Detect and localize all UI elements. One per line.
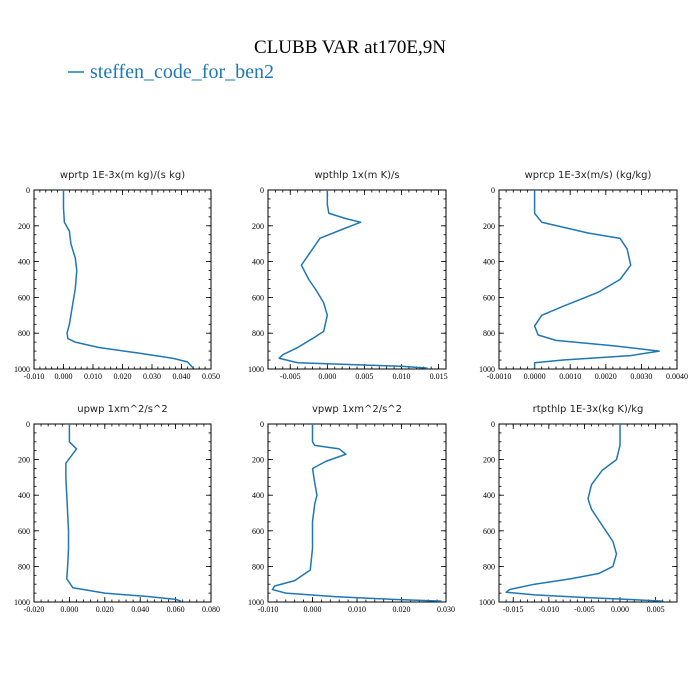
y-tick-label: 600 — [483, 293, 495, 302]
y-tick-label: 0 — [26, 186, 30, 195]
y-tick-label: 1000 — [14, 598, 30, 607]
series-line — [62, 190, 194, 369]
y-tick-label: 400 — [252, 491, 264, 500]
panel-title: upwp 1xm^2/s^2 — [77, 404, 167, 415]
panel-title: wprtp 1E-3x(m kg)/(s kg) — [60, 170, 185, 181]
x-tick-label: -0.005 — [574, 605, 595, 614]
y-tick-label: 200 — [252, 222, 264, 231]
x-tick-label: 0.005 — [647, 605, 665, 614]
y-tick-label: 800 — [483, 329, 495, 338]
x-tick-label: 0.000 — [55, 372, 73, 381]
plot-frame — [267, 423, 447, 603]
y-tick-label: 1000 — [248, 365, 264, 374]
y-tick-label: 600 — [483, 527, 495, 536]
y-tick-label: 800 — [252, 329, 264, 338]
y-tick-label: 200 — [252, 456, 264, 465]
panel-3: wprcp 1E-3x(m/s) (kg/kg) -0.0010 0.0000 0.0… — [479, 170, 688, 381]
y-tick-label: 200 — [18, 222, 30, 231]
x-tick-label: 0.060 — [167, 605, 185, 614]
x-tick-label: 0.000 — [611, 605, 629, 614]
y-tick-label: 800 — [483, 562, 495, 571]
panel-6: rtpthlp 1E-3x(kg K)/kg -0.015 -0.010 -0.005… — [479, 404, 678, 614]
x-tick-label: 0.0000 — [524, 372, 546, 381]
x-tick-label: 0.020 — [114, 372, 132, 381]
x-tick-label: -0.015 — [503, 605, 524, 614]
x-tick-label: 0.015 — [430, 372, 448, 381]
y-tick-label: 600 — [252, 527, 264, 536]
y-tick-label: 0 — [260, 420, 264, 429]
x-tick-label: 0.000 — [304, 605, 322, 614]
plot-frame — [498, 189, 678, 370]
panels: wprtp 1E-3x(m kg)/(s kg) -0.010 0.000 0.010… — [14, 170, 688, 614]
panel-title: vpwp 1xm^2/s^2 — [312, 404, 402, 415]
y-tick-label: 1000 — [479, 365, 495, 374]
x-tick-label: 0.0040 — [666, 372, 688, 381]
x-tick-label: -0.010 — [24, 372, 45, 381]
y-tick-label: 0 — [260, 186, 264, 195]
y-tick-label: 800 — [252, 562, 264, 571]
y-tick-label: 1000 — [14, 365, 30, 374]
y-tick-label: 400 — [18, 258, 30, 267]
y-tick-label: 400 — [483, 258, 495, 267]
x-tick-label: 0.030 — [143, 372, 161, 381]
x-tick-label: 0.000 — [60, 605, 78, 614]
x-tick-label: 0.010 — [348, 605, 366, 614]
panel-title: wprcp 1E-3x(m/s) (kg/kg) — [525, 170, 652, 181]
y-tick-label: 400 — [18, 491, 30, 500]
plot-frame — [267, 189, 447, 370]
panel-2: wpthlp 1x(m K)/s -0.005 0.000 0.005 0.010 0.0… — [248, 170, 448, 381]
x-tick-label: 0.040 — [131, 605, 149, 614]
series-line — [533, 190, 660, 369]
x-tick-label: 0.080 — [202, 605, 220, 614]
x-tick-label: 0.030 — [437, 605, 455, 614]
x-tick-label: 0.020 — [393, 605, 411, 614]
series-line — [505, 424, 663, 602]
panel-4: upwp 1xm^2/s^2 -0.020 0.000 0.020 0.040 0.060… — [14, 404, 220, 614]
y-tick-label: 600 — [18, 527, 30, 536]
x-tick-label: 0.005 — [355, 372, 373, 381]
panel-title: rtpthlp 1E-3x(kg K)/kg — [533, 404, 644, 415]
x-tick-label: 0.0010 — [559, 372, 581, 381]
x-tick-label: 0.010 — [84, 372, 102, 381]
y-tick-label: 1000 — [248, 598, 264, 607]
x-tick-label: 0.0020 — [595, 372, 617, 381]
x-tick-label: -0.010 — [258, 605, 279, 614]
y-tick-label: 200 — [483, 456, 495, 465]
y-tick-label: 800 — [18, 329, 30, 338]
y-tick-label: 400 — [483, 491, 495, 500]
y-tick-label: 0 — [491, 420, 495, 429]
x-tick-label: 0.000 — [318, 372, 336, 381]
plot-frame — [33, 423, 212, 603]
panel-1: wprtp 1E-3x(m kg)/(s kg) -0.010 0.000 0.010… — [14, 170, 220, 381]
x-tick-label: 0.050 — [202, 372, 220, 381]
series-line — [65, 424, 182, 602]
plot-frame — [33, 189, 212, 370]
series-line — [271, 424, 442, 602]
x-tick-label: -0.020 — [24, 605, 45, 614]
series-line — [278, 190, 428, 369]
x-tick-label: -0.005 — [280, 372, 301, 381]
x-tick-label: 0.0030 — [630, 372, 652, 381]
x-tick-label: -0.0010 — [487, 372, 512, 381]
panel-5: vpwp 1xm^2/s^2 -0.010 0.000 0.010 0.020 0.030… — [248, 404, 455, 614]
x-tick-label: -0.010 — [539, 605, 560, 614]
x-tick-label: 0.020 — [96, 605, 114, 614]
y-tick-label: 600 — [18, 293, 30, 302]
panel-title: wpthlp 1x(m K)/s — [314, 170, 399, 181]
y-tick-label: 0 — [491, 186, 495, 195]
x-tick-label: 0.040 — [173, 372, 191, 381]
legend-label: steffen_code_for_ben2 — [90, 61, 274, 83]
y-tick-label: 0 — [26, 420, 30, 429]
figure-title: CLUBB VAR at170E,9N — [254, 37, 446, 58]
y-tick-label: 1000 — [479, 598, 495, 607]
y-tick-label: 200 — [18, 456, 30, 465]
y-tick-label: 800 — [18, 562, 30, 571]
y-tick-label: 600 — [252, 293, 264, 302]
y-tick-label: 200 — [483, 222, 495, 231]
y-tick-label: 400 — [252, 258, 264, 267]
x-tick-label: 0.010 — [393, 372, 411, 381]
